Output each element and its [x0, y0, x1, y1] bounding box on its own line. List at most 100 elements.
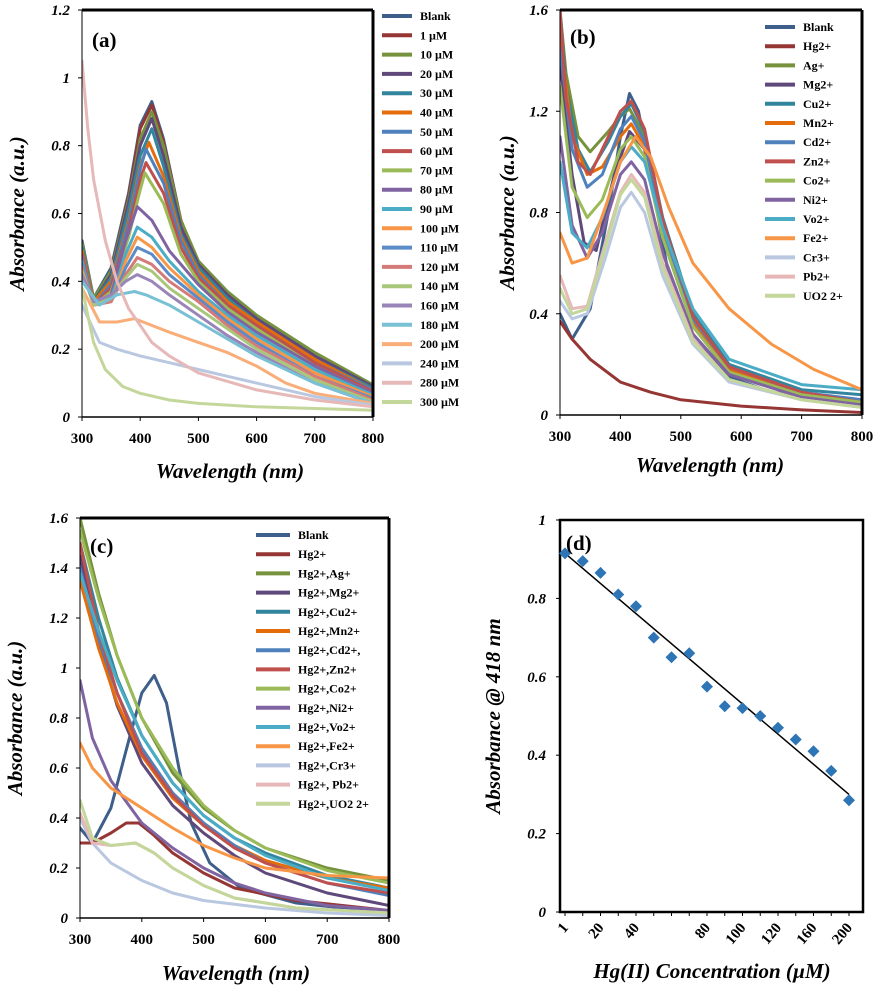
data-point [807, 745, 820, 758]
series-line-hg2-ni2- [80, 679, 389, 912]
panel-label: (d) [566, 531, 592, 555]
y-tick-label: 1 [63, 71, 71, 87]
y-tick-label: 0.4 [49, 811, 68, 827]
x-tick-label: 1 [555, 920, 572, 936]
series-line-160-m [82, 273, 373, 405]
legend-label: Ag+ [803, 58, 825, 72]
data-point [825, 764, 838, 777]
legend-label: 60 µM [420, 144, 453, 158]
legend-label: Hg2+, Pb2+ [298, 778, 359, 792]
legend-label: Hg2+,Mn2+ [298, 624, 360, 638]
x-tick-label: 100 [723, 920, 750, 948]
legend-label: 110 µM [420, 241, 459, 255]
x-tick-label: 700 [304, 431, 327, 447]
legend-label: 10 µM [420, 48, 453, 62]
series-group [82, 59, 373, 412]
legend-label: Hg2+,UO2 2+ [298, 797, 369, 811]
series-line-ni2- [560, 135, 862, 407]
y-tick-label: 0.8 [527, 591, 546, 607]
legend-label: Hg2+,Mg2+ [298, 586, 359, 600]
legend-label: 280 µM [420, 376, 459, 390]
y-tick-label: 1.2 [51, 3, 70, 19]
y-tick-label: 0.2 [527, 827, 546, 843]
x-tick-label: 20 [586, 920, 608, 942]
legend-label: Cd2+ [803, 135, 831, 149]
legend: Blank Hg2+ Hg2+,Ag+ Hg2+,Mg2+ Hg2+,Cu2+ Hg2+,… [256, 528, 369, 811]
x-tick-label: 600 [245, 431, 268, 447]
series-line-280-m [82, 59, 373, 409]
legend-label: 80 µM [420, 183, 453, 197]
series-group [80, 518, 389, 917]
legend-label: 100 µM [420, 221, 459, 235]
legend-label: UO2 2+ [803, 289, 843, 303]
series-line-hg2-cr3- [80, 816, 389, 917]
legend-label: Hg2+,Ni2+ [298, 701, 354, 715]
x-tick-label: 800 [378, 932, 401, 948]
series-group [560, 10, 862, 414]
legend-label: 30 µM [420, 86, 453, 100]
y-tick-label: 0 [539, 905, 547, 921]
y-tick-label: 0.8 [51, 139, 70, 155]
legend-label: Zn2+ [803, 154, 831, 168]
legend-label: Mg2+ [803, 78, 833, 92]
legend-label: Cr3+ [803, 250, 830, 264]
x-tick-label: 300 [71, 431, 94, 447]
series-line-vo2- [560, 145, 862, 392]
series-line-hg2-fe2- [80, 741, 389, 880]
y-tick-label: 0 [63, 410, 71, 426]
legend-label: Hg2+,Cr3+ [298, 758, 356, 772]
data-point [683, 647, 696, 660]
legend: Blank 1 µM 10 µM 20 µM 30 µM 40 µM 50 µM 60 µM 7… [382, 9, 459, 409]
x-tick-label: 80 [692, 920, 714, 942]
legend-label: Hg2+,Zn2+ [298, 662, 357, 676]
data-point [701, 680, 713, 693]
x-tick-label: 800 [362, 431, 385, 447]
legend-label: Hg2+,Co2+ [298, 682, 357, 696]
x-axis-title: Wavelength (nm) [636, 453, 784, 477]
data-point [772, 721, 784, 734]
data-point [559, 547, 571, 560]
x-tick-label: 700 [316, 932, 339, 948]
legend-label: Cu2+ [803, 97, 831, 111]
legend-label: Hg2+,Cd2+, [298, 643, 360, 657]
x-axis-title: Hg(II) Concentration (µM) [592, 959, 830, 983]
data-point [736, 702, 749, 715]
x-tick-label: 500 [187, 431, 210, 447]
y-tick-label: 0.8 [529, 206, 548, 222]
y-axis-title: Absorbance @ 418 nm [481, 618, 505, 815]
data-point [576, 555, 589, 568]
y-tick-label: 0.6 [51, 207, 70, 223]
legend-label: Hg2+,Cu2+ [298, 605, 358, 619]
x-tick-label: 600 [730, 429, 753, 445]
legend-label: Ni2+ [803, 193, 828, 207]
x-tick-label: 400 [609, 429, 632, 445]
y-tick-label: 0 [541, 408, 549, 424]
x-axis-title: Wavelength (nm) [162, 961, 310, 985]
x-tick-label: 40 [621, 920, 643, 942]
data-point [594, 566, 607, 579]
panel-b: 300 400 500 600 700 800 0 0.4 0.8 1.2 1.6 Wavelengt… [495, 3, 873, 477]
data-point [630, 600, 642, 613]
series-line-co2- [560, 84, 862, 404]
y-tick-label: 1.6 [529, 3, 548, 19]
legend-label: Mn2+ [803, 116, 834, 130]
legend-label: Hg2+,Vo2+ [298, 720, 356, 734]
panel-label: (a) [92, 28, 117, 52]
y-tick-label: 1.2 [529, 104, 548, 120]
x-tick-label: 500 [670, 429, 693, 445]
legend-label: Vo2+ [803, 212, 830, 226]
legend-label: 120 µM [420, 260, 459, 274]
legend-label: Hg2+,Ag+ [298, 566, 351, 580]
legend-label: 50 µM [420, 125, 453, 139]
y-tick-label: 0 [61, 911, 69, 927]
legend-label: 40 µM [420, 106, 453, 120]
legend-label: 90 µM [420, 202, 453, 216]
x-tick-label: 700 [790, 429, 813, 445]
legend-label: 70 µM [420, 163, 453, 177]
y-tick-label: 1.2 [49, 611, 68, 627]
y-tick-label: 1.4 [49, 561, 68, 577]
y-tick-label: 0.2 [51, 342, 70, 358]
data-point [718, 700, 731, 713]
series-line-uo2-2- [560, 178, 862, 409]
y-tick-label: 0.6 [527, 670, 546, 686]
